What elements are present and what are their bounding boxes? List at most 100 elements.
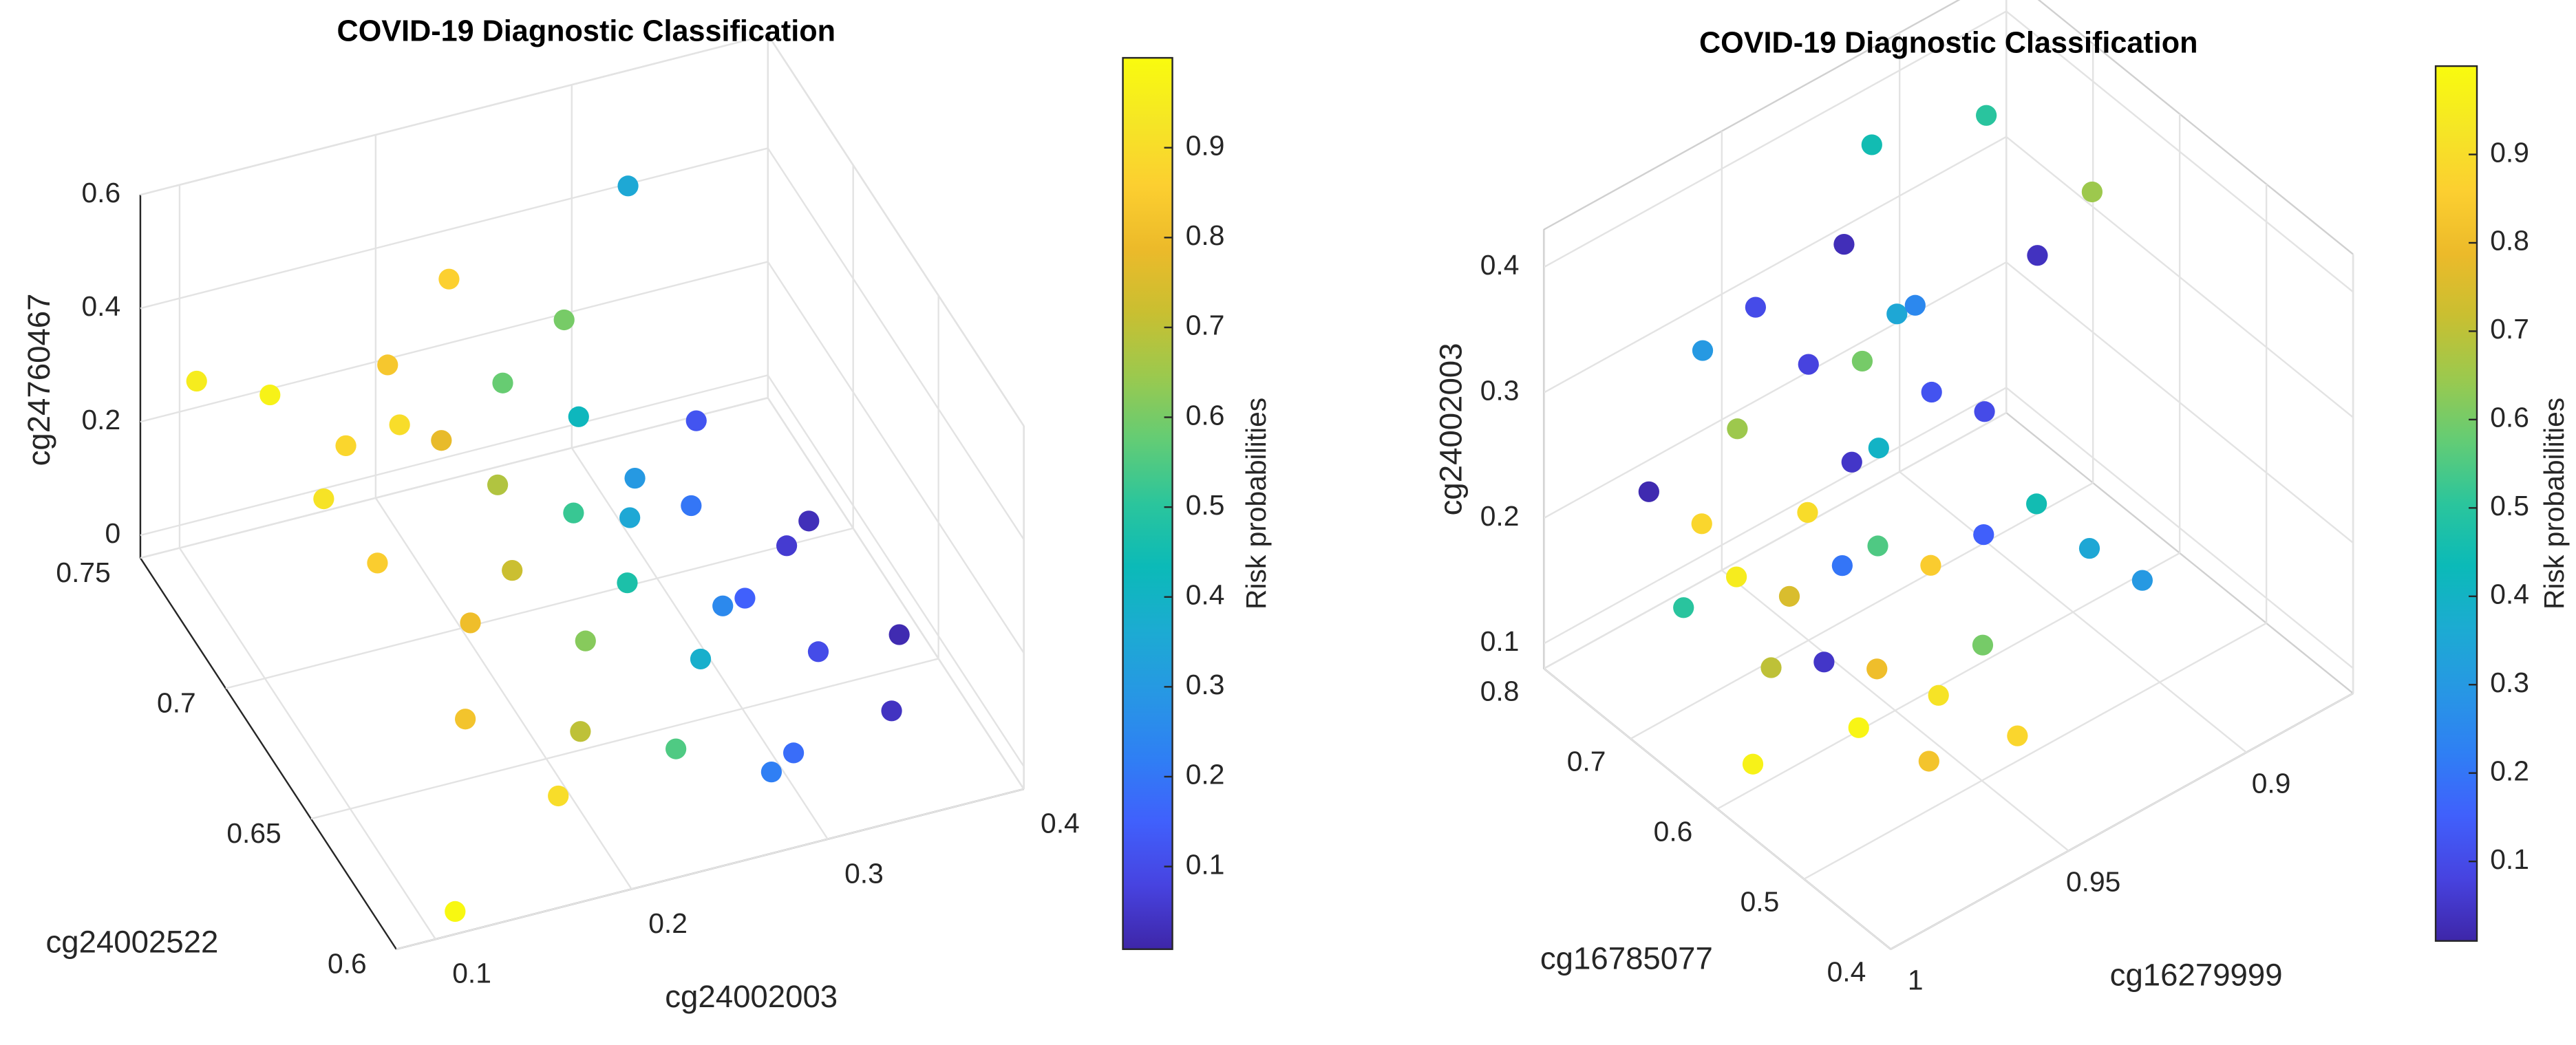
grid-line bbox=[1543, 411, 2007, 669]
data-point bbox=[798, 510, 820, 532]
data-point bbox=[2081, 181, 2103, 203]
data-point bbox=[563, 502, 584, 524]
data-point bbox=[807, 641, 829, 662]
chart-title: COVID-19 Diagnostic Classification bbox=[337, 14, 835, 47]
colorbar-tick-label: 0.9 bbox=[2490, 136, 2529, 168]
data-point bbox=[1928, 685, 1949, 706]
colorbar-tick-label: 0.3 bbox=[1186, 669, 1225, 700]
data-point bbox=[1920, 554, 1941, 576]
data-point bbox=[492, 372, 513, 394]
y-tick-label: 0.7 bbox=[1567, 746, 1606, 777]
grid-line bbox=[2005, 10, 2354, 293]
data-point bbox=[1798, 354, 1819, 375]
data-point bbox=[1742, 753, 1764, 775]
colorbar-tick-label: 0.4 bbox=[1186, 579, 1225, 611]
data-point bbox=[335, 435, 356, 457]
data-point bbox=[1831, 555, 1853, 577]
x-tick-label: 0.3 bbox=[844, 857, 884, 889]
z-tick-label: 0.2 bbox=[81, 404, 120, 435]
colorbar-tick-label: 0.9 bbox=[1186, 129, 1225, 161]
colorbar-tick-label: 0.4 bbox=[2490, 579, 2529, 610]
grid-line bbox=[1716, 552, 2180, 810]
data-point bbox=[570, 721, 591, 742]
chart-title: COVID-19 Diagnostic Classification bbox=[1699, 26, 2197, 59]
data-point bbox=[445, 901, 466, 923]
z-tick-label: 0.2 bbox=[1480, 500, 1520, 532]
data-point bbox=[389, 414, 410, 435]
data-point bbox=[1778, 585, 1800, 607]
data-point bbox=[1972, 634, 1994, 656]
grid-line bbox=[140, 261, 768, 423]
data-point bbox=[259, 384, 281, 406]
data-point bbox=[617, 572, 638, 594]
z-tick-label: 0.4 bbox=[81, 290, 120, 322]
colorbar-tick-label: 0.8 bbox=[2490, 225, 2529, 257]
grid-line bbox=[1543, 261, 2007, 519]
y-tick-label: 0.65 bbox=[226, 817, 281, 849]
grid-line bbox=[140, 34, 768, 196]
colorbar bbox=[2434, 65, 2478, 942]
x-tick-label: 0.2 bbox=[648, 907, 688, 939]
data-point bbox=[1813, 651, 1835, 673]
data-point bbox=[377, 354, 398, 376]
data-point bbox=[1866, 658, 1888, 680]
colorbar-tick-label: 0.3 bbox=[2490, 667, 2529, 698]
z-axis-label: cg24760467 bbox=[21, 293, 56, 466]
x-tick-label: 1 bbox=[1908, 964, 1924, 995]
grid-line bbox=[2005, 136, 2354, 418]
grid-line bbox=[178, 547, 436, 940]
y-axis-label: cg24002522 bbox=[45, 925, 218, 960]
colorbar-tick-label: 0.1 bbox=[2490, 843, 2529, 875]
grid-line bbox=[140, 147, 768, 310]
data-point bbox=[1638, 481, 1659, 502]
data-point bbox=[568, 406, 589, 427]
data-point bbox=[624, 468, 646, 489]
grid-line bbox=[767, 261, 1025, 654]
colorbar-tick-label: 0.2 bbox=[2490, 755, 2529, 786]
y-tick-label: 0.6 bbox=[328, 947, 367, 979]
data-point bbox=[313, 488, 334, 510]
grid-line bbox=[1543, 387, 2007, 645]
grid-line bbox=[767, 397, 1025, 790]
data-point bbox=[2078, 538, 2100, 559]
grid-line bbox=[1630, 482, 2094, 740]
grid-line bbox=[767, 34, 1025, 427]
data-point bbox=[2026, 493, 2047, 515]
grid-line bbox=[225, 527, 853, 689]
grid-line bbox=[1890, 692, 2354, 950]
grid-line bbox=[310, 658, 939, 820]
data-point bbox=[776, 535, 798, 557]
data-point bbox=[681, 495, 702, 517]
data-point bbox=[888, 624, 910, 645]
y-tick-label: 0.75 bbox=[56, 557, 110, 588]
data-point bbox=[1848, 717, 1869, 738]
data-point bbox=[881, 700, 902, 722]
y-tick-label: 0.4 bbox=[1827, 956, 1866, 987]
data-point bbox=[1974, 401, 1995, 422]
data-point bbox=[734, 588, 756, 609]
data-point bbox=[186, 370, 207, 392]
z-tick-label: 0.4 bbox=[1480, 249, 1520, 281]
colorbar bbox=[1122, 56, 1173, 950]
grid-line bbox=[571, 447, 829, 840]
data-point bbox=[1727, 418, 1748, 440]
data-point bbox=[553, 309, 575, 331]
data-point bbox=[1673, 597, 1694, 618]
colorbar-tick-label: 0.5 bbox=[2490, 490, 2529, 521]
colorbar-tick-label: 0.6 bbox=[1186, 399, 1225, 431]
data-point bbox=[502, 560, 523, 581]
grid-line bbox=[140, 374, 768, 537]
colorbar-tick-label: 0.7 bbox=[1186, 310, 1225, 341]
data-point bbox=[575, 630, 596, 651]
data-point bbox=[619, 507, 641, 528]
data-point bbox=[1692, 340, 1714, 361]
data-point bbox=[2027, 245, 2048, 266]
data-point bbox=[1918, 751, 1939, 772]
y-tick-label: 0.5 bbox=[1741, 886, 1780, 918]
grid-line bbox=[140, 397, 768, 559]
colorbar-label: Risk probabilities bbox=[2538, 398, 2570, 610]
data-point bbox=[548, 785, 569, 807]
data-point bbox=[760, 762, 783, 783]
